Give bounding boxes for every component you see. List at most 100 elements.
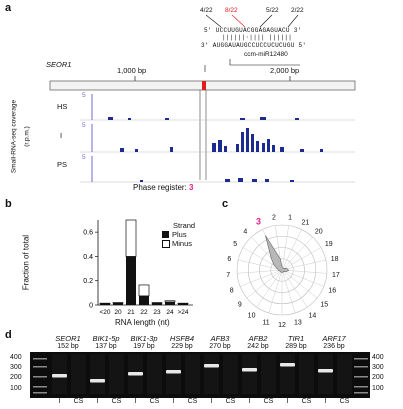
- gel-lane-label: I: [96, 398, 99, 405]
- radar-label: 13: [294, 320, 302, 327]
- ratio-connectors: [205, 14, 299, 28]
- coverage-ylabel-unit: (r.p.m.): [23, 126, 31, 147]
- radar-label: 2: [272, 215, 276, 222]
- panel-c-label: c: [222, 198, 229, 210]
- ratio-2: 8/22: [225, 7, 238, 14]
- scale-2: 5: [82, 122, 86, 129]
- gel-gene-size: 137 bp: [95, 343, 117, 350]
- b-x-tick-label: >24: [177, 309, 188, 316]
- gel-lane: [261, 354, 276, 394]
- radar-label: 3: [256, 216, 261, 226]
- track-label-i: I: [60, 131, 63, 140]
- radar-spoke: [281, 229, 302, 271]
- bar-plus: [178, 303, 188, 305]
- radar-spoke: [281, 225, 289, 271]
- bar-minus: [151, 302, 163, 304]
- gel-gene-name: SEOR1: [55, 334, 81, 343]
- gel-lane: [204, 354, 219, 394]
- b-x-tick-label: 24: [166, 309, 174, 316]
- legend-plus-swatch: [162, 231, 169, 238]
- gel-band: [204, 364, 219, 368]
- gel-band: [242, 368, 257, 372]
- bar-plus: [152, 303, 162, 305]
- b-y-tick-label: 0: [89, 303, 93, 310]
- gel-lane: [90, 354, 105, 394]
- ladder-right-label: 200: [372, 374, 384, 381]
- bar-minus: [164, 300, 176, 303]
- gel-gene-labels: SEOR1 152 bp BIK1-5p 137 bp BIK1-3p 197 bp HSF…: [0, 334, 403, 356]
- radar-label: 21: [302, 219, 310, 226]
- ladder-band: [33, 366, 47, 368]
- radar-label: 7: [226, 272, 230, 279]
- legend-plus: Plus: [172, 230, 187, 239]
- mirna-site-marker: [202, 81, 206, 90]
- gel-lane-label: I: [286, 398, 289, 405]
- radar-spoke: [281, 269, 296, 314]
- gel-gene-size: 242 bp: [247, 343, 269, 350]
- seq-bottom: 3′ AUGGAUAUGCCUCCUCUCUGU 5′: [201, 42, 307, 49]
- gel-lane-label: CS: [73, 398, 84, 405]
- bar-plus: [165, 301, 175, 305]
- legend-minus: Minus: [172, 239, 193, 248]
- track-ps-coverage: [140, 178, 294, 182]
- ladder-right-label: 400: [372, 354, 384, 361]
- gel-gene-size: 270 bp: [209, 343, 231, 350]
- radar-shape: [265, 235, 290, 273]
- gel-gene-name: AFB3: [210, 334, 230, 343]
- gel-lane-label: CS: [111, 398, 122, 405]
- gene-label: SEOR1: [46, 60, 72, 69]
- bar-minus: [125, 219, 137, 257]
- length-distribution-chart: 0 0.2 0.4 0.6 <20 20 21 22 23 24 >24: [83, 219, 193, 316]
- bar-minus: [138, 284, 150, 297]
- panel-a-label: a: [5, 2, 12, 14]
- gel-lane: [147, 354, 162, 394]
- gel-gene-size: 152 bp: [57, 343, 79, 350]
- ladder-band: [354, 358, 368, 360]
- gel-gene-size: 197 bp: [133, 343, 155, 350]
- gel-gene-name: BIK1-3p: [130, 334, 158, 343]
- track-label-ps: PS: [57, 160, 68, 169]
- ladder-band: [33, 376, 47, 378]
- gel-lane: [166, 354, 181, 394]
- ladder-band: [354, 392, 368, 394]
- panel-b-label: b: [5, 198, 12, 210]
- ladder-right-label: 100: [372, 385, 384, 392]
- gel-band: [318, 369, 333, 373]
- legend-minus-swatch: [162, 240, 170, 248]
- gel-lane: [223, 354, 238, 394]
- b-x-tick-label: 21: [127, 309, 135, 316]
- gel-lane: [318, 354, 333, 394]
- gel-lane-label: I: [58, 398, 61, 405]
- ladder-left-label: 100: [10, 385, 22, 392]
- gel-gene-size: 229 bp: [171, 343, 193, 350]
- gel-lane: [242, 354, 257, 394]
- radar-spoke: [237, 269, 283, 274]
- b-y-tick-label: 0.2: [83, 278, 93, 285]
- b-xlabel: RNA length (nt): [115, 318, 170, 327]
- radar-label: 15: [320, 302, 328, 309]
- gel-lane-label: I: [134, 398, 137, 405]
- radar-spoke: [281, 269, 318, 299]
- bar-minus: [99, 302, 111, 305]
- scale-3: 5: [82, 154, 86, 161]
- gel-lane-label: I: [172, 398, 175, 405]
- gel-lane-label: I: [248, 398, 251, 405]
- radar-label: 1: [288, 215, 292, 222]
- gel-lane-label: CS: [339, 398, 350, 405]
- phase-register-value: 3: [189, 183, 194, 192]
- mirna-bracket: [204, 59, 300, 72]
- tick-label-1000: 1,000 bp: [117, 66, 147, 75]
- radar-label: 6: [227, 256, 231, 263]
- gel-gene-name: AFB2: [248, 334, 268, 343]
- radar-spoke: [238, 259, 283, 271]
- ladder-band: [33, 386, 47, 388]
- bar-minus: [112, 302, 124, 304]
- gel-lane: [299, 354, 314, 394]
- gel-lane-label: CS: [225, 398, 236, 405]
- radar-label: 18: [331, 256, 339, 263]
- radar-label: 9: [238, 302, 242, 309]
- b-x-tick-label: <20: [99, 309, 110, 316]
- ladder-left-label: 300: [10, 364, 22, 371]
- radar-spoke: [281, 269, 327, 274]
- radar-spoke: [268, 269, 283, 314]
